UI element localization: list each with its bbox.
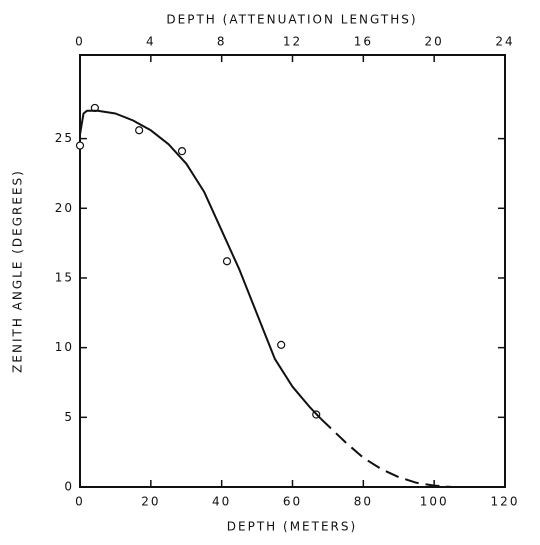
curve <box>79 109 322 420</box>
y-tick-label: 15 <box>55 270 74 284</box>
data-point <box>75 141 85 150</box>
data-point <box>177 147 187 156</box>
x-tick-label: 120 <box>491 495 520 509</box>
x2-tick-label: 24 <box>495 35 514 49</box>
x2-tick-label: 4 <box>146 35 156 49</box>
y-tick-label: 0 <box>64 480 74 494</box>
x-tick-label: 80 <box>354 495 373 509</box>
y-tick-label: 20 <box>55 201 74 215</box>
data-point <box>277 340 286 349</box>
y-tick-label: 10 <box>55 340 74 354</box>
y-axis-label: ZENITH ANGLE (DEGREES) <box>11 169 25 373</box>
y-tick-label: 25 <box>55 131 74 145</box>
x-axis-label: DEPTH (METERS) <box>227 520 357 534</box>
x-tick-label: 60 <box>283 495 302 509</box>
x2-tick-label: 16 <box>354 35 373 49</box>
curve <box>320 417 470 488</box>
x2-tick-label: 8 <box>217 35 227 49</box>
data-point <box>135 126 144 135</box>
top-axis-label: DEPTH (ATTENUATION LENGTHS) <box>166 13 417 27</box>
x2-tick-label: 0 <box>75 35 85 49</box>
x2-tick-label: 12 <box>283 35 302 49</box>
x-tick-label: 0 <box>75 495 85 509</box>
plot-frame <box>79 54 506 488</box>
x-tick-label: 40 <box>212 495 231 509</box>
x2-tick-label: 20 <box>425 35 444 49</box>
data-point <box>222 257 232 266</box>
y-tick-label: 5 <box>64 410 74 424</box>
x-tick-label: 20 <box>141 495 160 509</box>
x-tick-label: 100 <box>420 495 449 509</box>
